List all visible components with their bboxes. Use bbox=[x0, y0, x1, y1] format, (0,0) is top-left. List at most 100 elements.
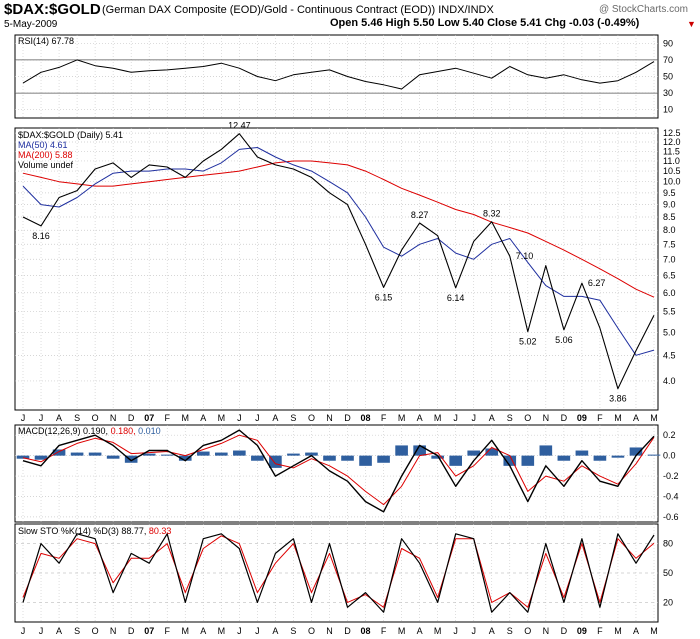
month-tick-label: D bbox=[128, 413, 135, 423]
price-y-tick: 5.0 bbox=[663, 327, 676, 337]
month-tick-label: M bbox=[614, 413, 622, 423]
ohlc-summary: Open 5.46 High 5.50 Low 5.40 Close 5.41 … bbox=[330, 17, 640, 29]
month-tick-label: F bbox=[164, 626, 170, 636]
month-tick-label: A bbox=[200, 626, 206, 636]
rsi-y-tick: 30 bbox=[663, 88, 673, 98]
macd-histogram-bar bbox=[88, 452, 102, 456]
price-annotation-label: 7.10 bbox=[516, 251, 534, 261]
macd-histogram-bar bbox=[70, 452, 84, 456]
macd-histogram-bar bbox=[485, 448, 499, 456]
month-tick-label: J bbox=[237, 413, 242, 423]
ma200-line bbox=[22, 160, 655, 298]
price-annotation-label: 5.06 bbox=[555, 335, 573, 345]
month-tick-label: O bbox=[92, 626, 99, 636]
month-tick-label: J bbox=[237, 626, 242, 636]
macd-histogram-bar bbox=[16, 455, 30, 459]
price-y-tick: 9.5 bbox=[663, 188, 676, 198]
month-tick-label: S bbox=[507, 626, 513, 636]
stochastic-d-line bbox=[22, 535, 655, 608]
macd-histogram-bar bbox=[196, 451, 210, 456]
price-y-tick: 8.5 bbox=[663, 212, 676, 222]
month-tick-label: D bbox=[344, 626, 351, 636]
down-arrow-icon: ▼ bbox=[687, 19, 696, 29]
price-y-tick: 12.0 bbox=[663, 137, 681, 147]
month-tick-label: 07 bbox=[144, 413, 154, 423]
macd-histogram-bar bbox=[467, 450, 481, 456]
date-label: 5-May-2009 bbox=[4, 19, 58, 30]
month-tick-label: M bbox=[434, 413, 442, 423]
month-tick-label: M bbox=[434, 626, 442, 636]
month-tick-label: D bbox=[561, 413, 568, 423]
month-tick-label: M bbox=[218, 626, 226, 636]
macd-histogram-bar bbox=[539, 445, 553, 456]
macd-y-tick: 0.0 bbox=[663, 451, 676, 461]
macd-histogram-bar bbox=[34, 455, 48, 460]
price-annotation-label: 6.15 bbox=[375, 292, 393, 302]
price-legend-item: Volume undef bbox=[18, 160, 74, 170]
price-legend-item: $DAX:$GOLD (Daily) 5.41 bbox=[18, 130, 123, 140]
macd-histogram-bar bbox=[52, 449, 66, 456]
month-tick-label: O bbox=[524, 413, 531, 423]
month-tick-label: O bbox=[524, 626, 531, 636]
price-legend-item: MA(200) 5.88 bbox=[18, 150, 73, 160]
month-tick-label: J bbox=[453, 413, 458, 423]
macd-histogram-bar bbox=[323, 455, 336, 461]
macd-signal-line bbox=[22, 434, 655, 506]
macd-legend-value: 0.190, bbox=[83, 426, 111, 436]
price-annotation-label: 8.16 bbox=[32, 231, 50, 241]
month-tick-label: M bbox=[398, 413, 406, 423]
macd-histogram-bar bbox=[178, 455, 192, 461]
ma50-line bbox=[22, 147, 655, 356]
macd-histogram-bar bbox=[629, 447, 643, 456]
stochastic-legend: Slow STO %K(14) %D(3) 88.77, 80.33 bbox=[18, 526, 171, 536]
price-y-tick: 10.5 bbox=[663, 166, 681, 176]
month-tick-label: N bbox=[110, 413, 117, 423]
month-tick-label: O bbox=[308, 626, 315, 636]
stochastic-y-tick: 50 bbox=[663, 568, 673, 578]
price-y-tick: 5.5 bbox=[663, 307, 676, 317]
price-line bbox=[22, 133, 655, 390]
macd-histogram-bar bbox=[341, 455, 354, 461]
month-tick-label: J bbox=[453, 626, 458, 636]
month-tick-label: S bbox=[290, 413, 296, 423]
month-tick-label: F bbox=[164, 413, 170, 423]
symbol-title: $DAX:$GOLD bbox=[4, 1, 101, 18]
month-tick-label: J bbox=[471, 626, 476, 636]
macd-legend-value: 0.180, bbox=[111, 426, 139, 436]
month-tick-label: A bbox=[56, 626, 62, 636]
month-tick-label: M bbox=[650, 413, 658, 423]
macd-legend: MACD(12,26,9) 0.190, 0.180, 0.010 bbox=[18, 426, 161, 436]
rsi-panel bbox=[14, 34, 659, 119]
price-y-tick: 12.5 bbox=[663, 128, 681, 138]
price-y-tick: 9.0 bbox=[663, 200, 676, 210]
price-annotation-label: 6.14 bbox=[447, 293, 465, 303]
month-tick-label: D bbox=[561, 626, 568, 636]
month-tick-label: M bbox=[182, 413, 190, 423]
month-tick-label: 08 bbox=[361, 413, 371, 423]
month-tick-label: F bbox=[381, 626, 387, 636]
macd-panel bbox=[14, 424, 659, 523]
price-legend-item: MA(50) 4.61 bbox=[18, 140, 68, 150]
month-tick-label: S bbox=[290, 626, 296, 636]
stochastic-legend-value: 88.77, bbox=[121, 526, 149, 536]
month-tick-label: J bbox=[21, 413, 26, 423]
month-tick-label: A bbox=[272, 626, 278, 636]
price-panel bbox=[14, 127, 659, 411]
macd-histogram-bar bbox=[593, 455, 607, 461]
rsi-y-tick: 90 bbox=[663, 38, 673, 48]
month-tick-label: J bbox=[39, 626, 44, 636]
month-tick-label: 09 bbox=[577, 626, 587, 636]
price-y-tick: 7.0 bbox=[663, 254, 676, 264]
price-y-tick: 11.0 bbox=[663, 156, 680, 166]
month-tick-label: S bbox=[507, 413, 513, 423]
month-tick-label: A bbox=[417, 413, 423, 423]
month-tick-label: M bbox=[398, 626, 406, 636]
month-tick-label: D bbox=[344, 413, 351, 423]
month-tick-label: F bbox=[597, 626, 603, 636]
month-tick-label: A bbox=[633, 413, 639, 423]
month-tick-label: A bbox=[489, 413, 495, 423]
month-tick-label: D bbox=[128, 626, 135, 636]
month-tick-label: N bbox=[543, 413, 550, 423]
stochastic-y-tick: 80 bbox=[663, 539, 673, 549]
macd-histogram-bar bbox=[647, 454, 661, 456]
